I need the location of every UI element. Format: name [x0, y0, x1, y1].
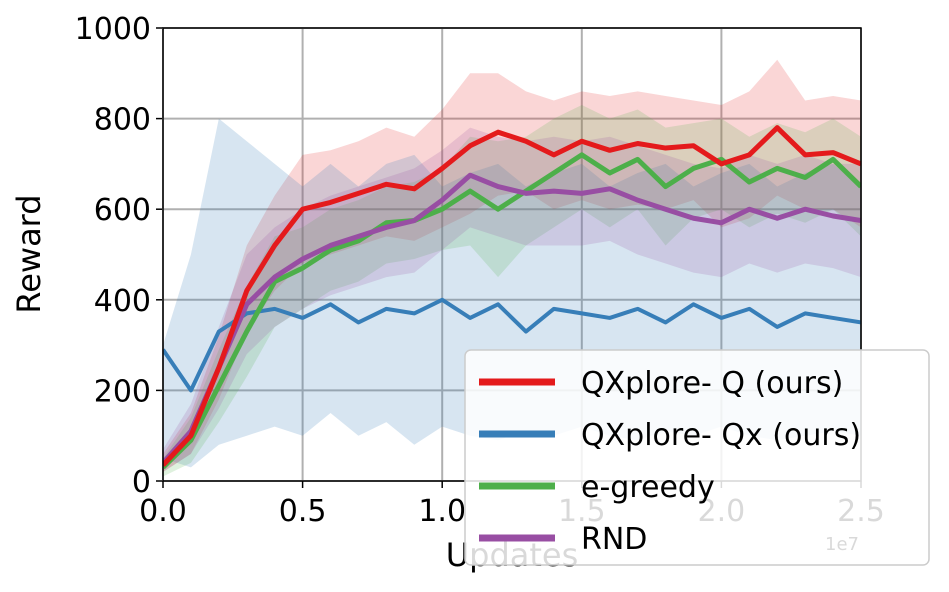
x-tick-label: 0.5 [279, 494, 327, 529]
line [163, 125, 861, 467]
y-tick-label: 800 [94, 103, 151, 138]
y-tick-label: 200 [94, 374, 151, 409]
line [163, 172, 861, 465]
x-tick-label: 1.0 [418, 494, 466, 529]
error-band [163, 59, 861, 472]
legend-label: RND [581, 522, 647, 557]
error-band [163, 105, 861, 477]
y-tick-label: 0 [132, 465, 151, 500]
line [163, 152, 861, 470]
plot-area [163, 59, 861, 477]
y-tick-label: 400 [94, 284, 151, 319]
legend-box [464, 349, 930, 566]
legend-label: e-greedy [581, 470, 715, 505]
line [163, 297, 861, 393]
legend-label: QXplore- Q (ours) [581, 366, 843, 401]
x-tick-label: 0.0 [139, 494, 187, 529]
y-tick-label: 1000 [75, 12, 151, 47]
y-tick-label: 600 [94, 193, 151, 228]
y-axis-label: Reward [10, 194, 48, 313]
legend-label: QXplore- Qx (ours) [581, 418, 861, 453]
